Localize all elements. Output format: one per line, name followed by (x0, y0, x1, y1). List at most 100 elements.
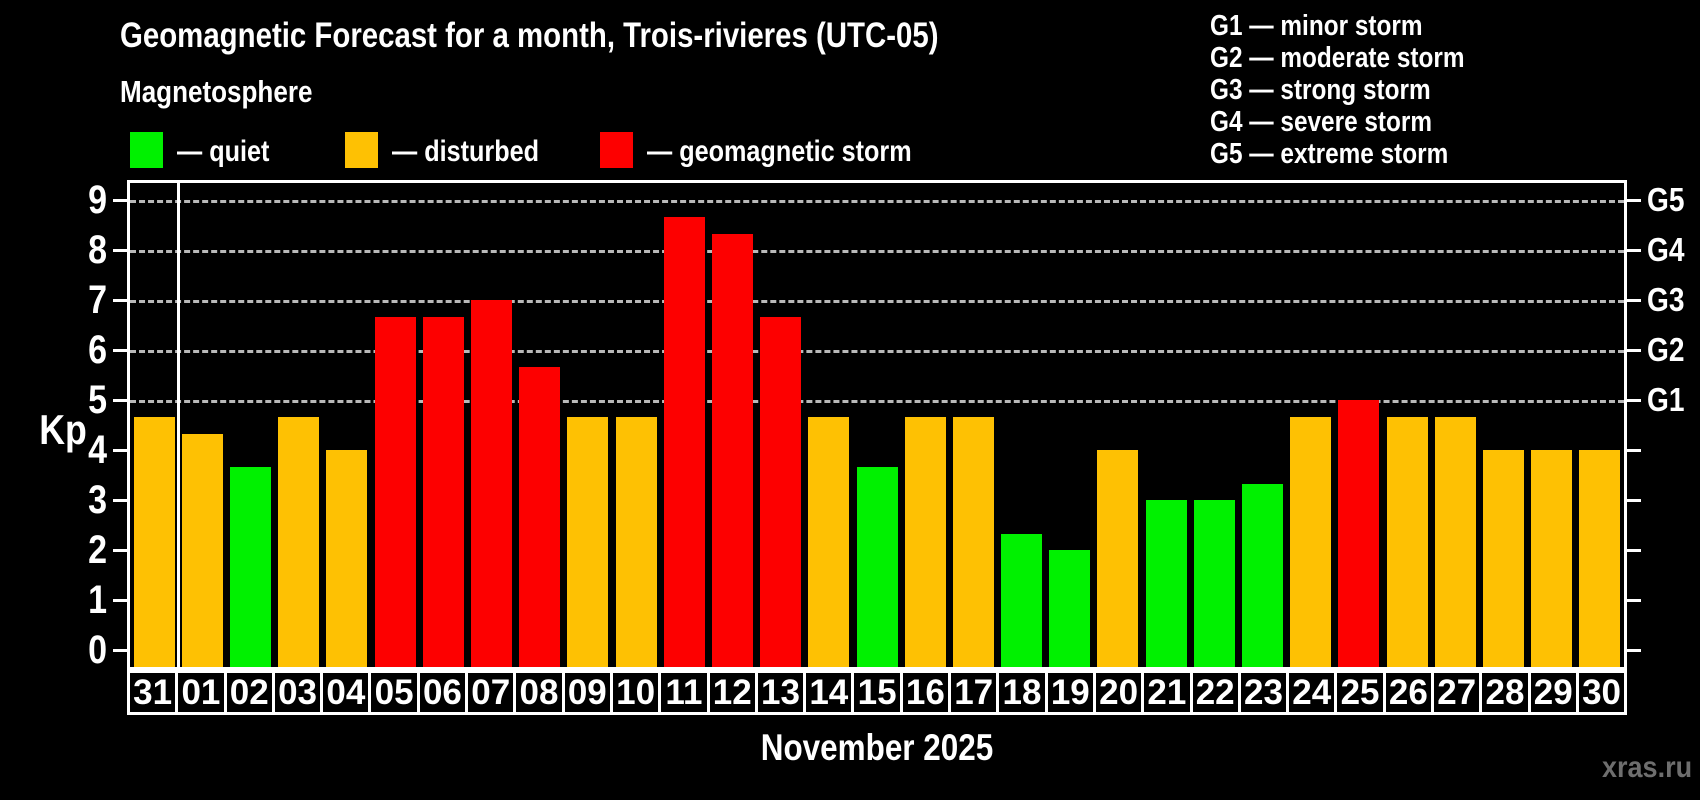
kp-bar-04 (326, 450, 368, 667)
y-tick-right-6 (1627, 348, 1641, 352)
y-tick-right-8 (1627, 248, 1641, 252)
y-tick-right-4 (1627, 448, 1641, 452)
date-cell-18: 18 (996, 670, 1048, 715)
date-cell-07: 07 (465, 670, 517, 715)
gridline-kp5 (130, 400, 1624, 403)
chart-title: Geomagnetic Forecast for a month, Trois-… (120, 16, 939, 55)
date-axis: 31 01 02 03 04 05 06 07 08 09 10 11 12 13 14 15 16 17 18 19… (127, 670, 1628, 715)
g-level-label-G4: G4 (1647, 231, 1685, 268)
y-tick-label-6: 6 (88, 328, 107, 372)
y-tick-left-5 (113, 398, 127, 402)
y-tick-label-8: 8 (88, 228, 107, 272)
y-tick-label-9: 9 (88, 178, 107, 222)
disturbed-color-swatch (345, 132, 378, 168)
kp-bar-21 (1145, 500, 1187, 667)
date-cell-03: 03 (271, 670, 324, 715)
g-level-label-G2: G2 (1647, 331, 1685, 368)
kp-bar-05 (374, 316, 416, 667)
kp-bar-14 (808, 416, 850, 667)
date-cell-31: 31 (127, 670, 179, 715)
y-tick-label-3: 3 (88, 478, 107, 522)
date-cell-13: 13 (754, 670, 807, 715)
legend-label-quiet: — quiet (177, 135, 270, 168)
date-cell-12: 12 (706, 670, 758, 715)
date-cell-26: 26 (1382, 670, 1435, 715)
y-tick-right-5 (1627, 398, 1641, 402)
gridline-kp6 (130, 350, 1624, 353)
month-boundary-line (176, 183, 180, 667)
kp-bar-23 (1242, 483, 1284, 667)
date-cell-10: 10 (609, 670, 662, 715)
y-tick-left-3 (113, 498, 127, 502)
y-tick-left-0 (113, 648, 127, 652)
y-tick-left-4 (113, 448, 127, 452)
y-tick-left-7 (113, 298, 127, 302)
kp-bar-07 (470, 300, 512, 667)
kp-bar-31 (133, 416, 175, 667)
kp-bar-24 (1290, 416, 1332, 667)
date-cell-05: 05 (368, 670, 420, 715)
kp-bar-26 (1386, 416, 1428, 667)
storm-color-swatch (600, 132, 633, 168)
kp-bar-13 (760, 316, 802, 667)
y-tick-left-6 (113, 348, 127, 352)
y-tick-left-2 (113, 548, 127, 552)
gridline-kp7 (130, 300, 1624, 303)
y-tick-right-0 (1627, 648, 1641, 652)
date-cell-21: 21 (1141, 670, 1193, 715)
y-tick-label-7: 7 (88, 278, 107, 322)
g-scale-legend-line: G3 — strong storm (1210, 74, 1431, 106)
kp-bar-02 (229, 466, 271, 667)
y-tick-label-2: 2 (88, 528, 107, 572)
y-tick-right-2 (1627, 548, 1641, 552)
kp-bar-01 (181, 433, 223, 667)
kp-bar-27 (1434, 416, 1476, 667)
y-tick-right-3 (1627, 498, 1641, 502)
watermark: xras.ru (1601, 751, 1692, 784)
date-cell-24: 24 (1286, 670, 1338, 715)
legend-label-disturbed: — disturbed (392, 135, 540, 168)
date-cell-19: 19 (1044, 670, 1096, 715)
date-cell-01: 01 (175, 670, 227, 715)
y-tick-right-1 (1627, 598, 1641, 602)
y-tick-label-5: 5 (88, 378, 107, 422)
kp-bar-30 (1579, 450, 1621, 667)
kp-bar-28 (1483, 450, 1525, 667)
g-level-label-G5: G5 (1647, 181, 1685, 218)
y-tick-label-1: 1 (88, 578, 107, 622)
date-cell-16: 16 (899, 670, 952, 715)
kp-bar-10 (615, 416, 657, 667)
date-cell-30: 30 (1575, 670, 1628, 715)
date-cell-27: 27 (1431, 670, 1483, 715)
g-scale-legend-line: G2 — moderate storm (1210, 42, 1465, 74)
date-cell-23: 23 (1237, 670, 1290, 715)
kp-bar-17 (952, 416, 994, 667)
x-axis-title: November 2025 (760, 727, 994, 768)
date-cell-06: 06 (416, 670, 469, 715)
date-cell-15: 15 (851, 670, 903, 715)
date-cell-20: 20 (1092, 670, 1145, 715)
y-tick-left-8 (113, 248, 127, 252)
kp-bar-03 (278, 416, 320, 667)
kp-bar-29 (1531, 450, 1573, 667)
date-cell-17: 17 (948, 670, 1000, 715)
g-level-label-G3: G3 (1647, 281, 1685, 318)
quiet-color-swatch (130, 132, 163, 168)
g-scale-legend-line: G4 — severe storm (1210, 106, 1433, 138)
y-tick-left-1 (113, 598, 127, 602)
kp-bar-25 (1338, 400, 1380, 667)
date-cell-11: 11 (658, 670, 710, 715)
kp-bar-18 (1001, 533, 1043, 667)
gridline-kp8 (130, 250, 1624, 253)
date-cell-02: 02 (223, 670, 275, 715)
date-cell-04: 04 (320, 670, 372, 715)
plot-area (127, 180, 1627, 670)
date-cell-22: 22 (1189, 670, 1241, 715)
g-scale-legend-line: G5 — extreme storm (1210, 138, 1449, 170)
g-scale-legend: G1 — minor storm G2 — moderate storm G3 … (1210, 10, 1513, 170)
g-scale-legend-line: G1 — minor storm (1210, 10, 1423, 42)
gridline-kp9 (130, 200, 1624, 203)
date-cell-08: 08 (513, 670, 565, 715)
date-cell-28: 28 (1479, 670, 1531, 715)
g-level-label-G1: G1 (1647, 381, 1685, 418)
